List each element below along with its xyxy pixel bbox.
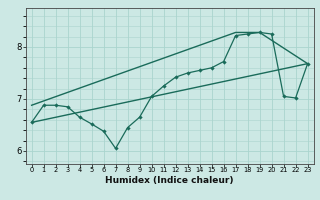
X-axis label: Humidex (Indice chaleur): Humidex (Indice chaleur) xyxy=(105,176,234,185)
